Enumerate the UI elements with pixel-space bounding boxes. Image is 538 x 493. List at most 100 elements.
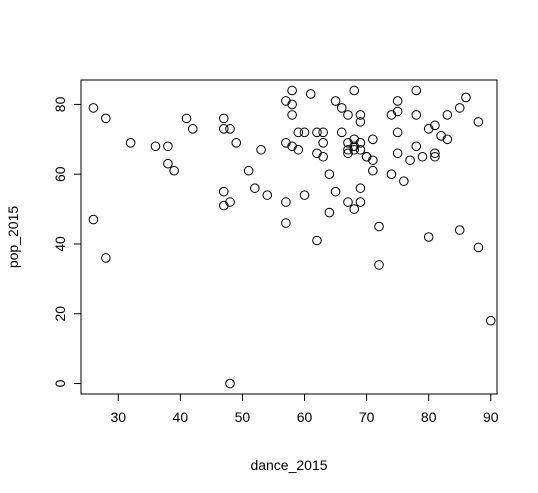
x-tick-label: 70 bbox=[359, 409, 375, 425]
x-axis: 30 40 50 60 70 80 90 bbox=[110, 393, 499, 425]
data-point bbox=[88, 103, 99, 113]
data-point bbox=[485, 315, 496, 326]
data-point bbox=[219, 186, 229, 197]
data-point bbox=[374, 221, 384, 232]
data-point bbox=[330, 96, 341, 106]
y-tick-label: 40 bbox=[52, 236, 68, 252]
data-point bbox=[318, 151, 328, 162]
data-point bbox=[181, 113, 192, 124]
data-point bbox=[324, 169, 335, 179]
data-point bbox=[368, 134, 378, 145]
data-point bbox=[336, 127, 347, 138]
data-point bbox=[305, 89, 316, 99]
data-point bbox=[219, 113, 229, 124]
data-point bbox=[336, 103, 347, 113]
data-point bbox=[349, 204, 359, 214]
data-point bbox=[461, 92, 471, 103]
y-axis: 0 20 40 60 80 bbox=[52, 96, 82, 387]
data-point bbox=[101, 113, 111, 124]
data-point bbox=[293, 127, 304, 138]
data-point bbox=[442, 110, 453, 120]
data-point bbox=[349, 144, 359, 155]
data-point bbox=[293, 144, 304, 155]
x-axis-label: dance_2015 bbox=[250, 457, 327, 473]
data-point bbox=[399, 176, 409, 186]
data-point bbox=[392, 148, 403, 159]
x-tick-label: 50 bbox=[235, 409, 251, 425]
y-tick-label: 60 bbox=[52, 166, 68, 182]
x-tick-label: 80 bbox=[421, 409, 437, 425]
data-point bbox=[287, 85, 297, 96]
plot-frame bbox=[80, 79, 498, 395]
data-point bbox=[281, 197, 291, 207]
data-point bbox=[423, 232, 434, 242]
x-tick-label: 90 bbox=[483, 409, 499, 425]
data-point bbox=[392, 127, 403, 138]
data-point bbox=[368, 165, 378, 176]
data-point bbox=[150, 141, 161, 152]
data-point bbox=[163, 141, 173, 152]
data-point bbox=[163, 158, 173, 169]
data-point bbox=[417, 151, 428, 162]
data-point bbox=[454, 103, 465, 113]
data-point bbox=[281, 218, 291, 228]
data-point bbox=[411, 110, 422, 120]
data-point bbox=[368, 155, 378, 166]
data-point bbox=[355, 138, 366, 148]
data-point bbox=[430, 120, 440, 131]
data-point bbox=[299, 127, 310, 138]
data-point bbox=[312, 127, 322, 138]
data-point bbox=[299, 190, 310, 200]
data-point bbox=[374, 260, 384, 270]
data-point bbox=[169, 165, 179, 176]
data-point bbox=[330, 186, 341, 197]
data-point bbox=[101, 253, 111, 263]
data-point bbox=[243, 165, 254, 176]
data-point bbox=[473, 117, 484, 127]
data-point bbox=[231, 138, 242, 148]
data-point bbox=[392, 96, 403, 106]
data-point bbox=[250, 183, 260, 193]
data-point bbox=[318, 138, 328, 148]
data-point bbox=[355, 183, 366, 193]
x-tick-label: 30 bbox=[110, 409, 126, 425]
data-point bbox=[256, 144, 266, 155]
x-tick-label: 60 bbox=[297, 409, 313, 425]
data-point bbox=[262, 190, 273, 200]
data-point bbox=[225, 378, 235, 389]
data-point bbox=[355, 197, 366, 207]
data-point bbox=[125, 138, 136, 148]
data-point bbox=[473, 242, 484, 253]
data-point bbox=[225, 124, 235, 134]
data-point bbox=[219, 124, 229, 134]
y-tick-label: 20 bbox=[52, 306, 68, 322]
data-point bbox=[405, 155, 415, 166]
data-point bbox=[287, 99, 297, 110]
data-point bbox=[349, 85, 359, 96]
data-points bbox=[88, 85, 496, 389]
data-point bbox=[343, 197, 353, 207]
data-point bbox=[225, 197, 235, 207]
data-point bbox=[411, 85, 422, 96]
data-point bbox=[442, 134, 453, 145]
y-tick-label: 0 bbox=[52, 379, 68, 387]
data-point bbox=[343, 110, 353, 120]
data-point bbox=[88, 214, 99, 225]
x-tick-label: 40 bbox=[173, 409, 189, 425]
data-point bbox=[287, 110, 297, 120]
y-tick-label: 80 bbox=[52, 96, 68, 112]
data-point bbox=[411, 141, 422, 152]
data-point bbox=[355, 144, 366, 155]
data-point bbox=[324, 207, 335, 218]
data-point bbox=[386, 169, 397, 179]
data-point bbox=[430, 148, 440, 159]
data-point bbox=[187, 124, 198, 134]
data-point bbox=[318, 127, 328, 138]
y-axis-label: pop_2015 bbox=[5, 206, 21, 269]
data-point bbox=[454, 225, 465, 235]
data-point bbox=[312, 235, 322, 246]
data-point bbox=[392, 106, 403, 117]
data-point bbox=[430, 151, 440, 162]
data-point bbox=[355, 117, 366, 127]
